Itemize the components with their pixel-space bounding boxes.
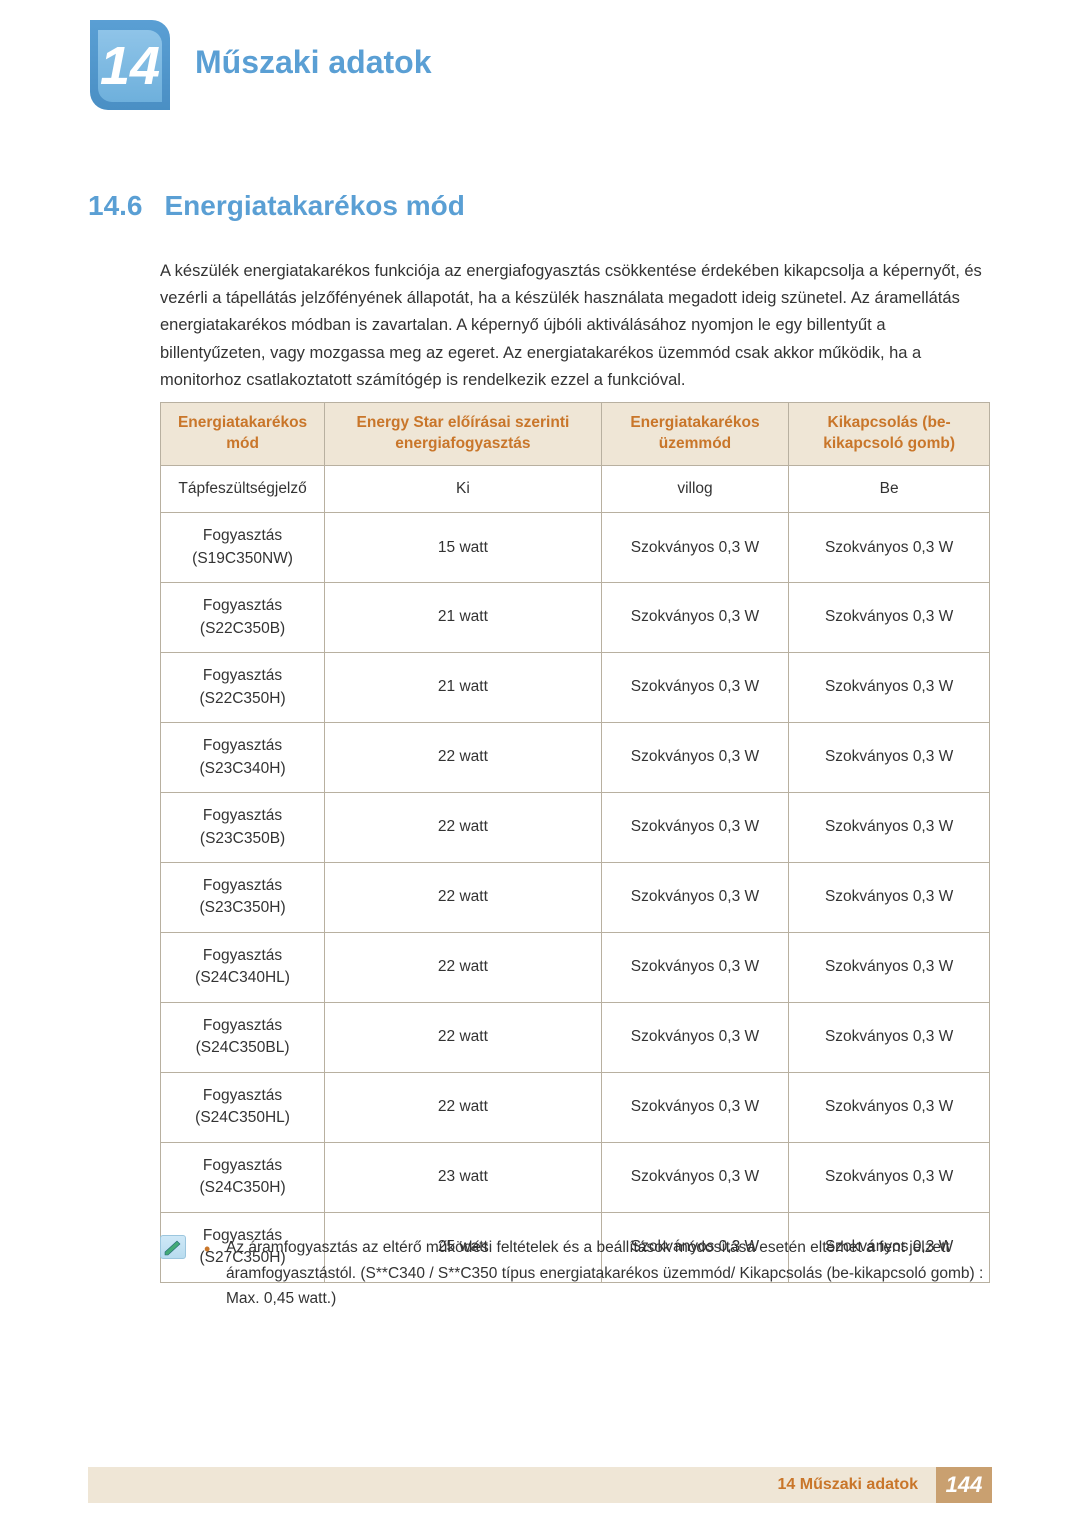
table-cell: Szokványos 0,3 W xyxy=(789,863,990,933)
table-cell: 22 watt xyxy=(325,1072,602,1142)
table-row: Fogyasztás (S23C340H)22 wattSzokványos 0… xyxy=(161,723,990,793)
table-header-0: Energiatakarékos mód xyxy=(161,403,325,466)
table-row: Fogyasztás (S23C350H)22 wattSzokványos 0… xyxy=(161,863,990,933)
table-cell: 21 watt xyxy=(325,653,602,723)
table-cell: Szokványos 0,3 W xyxy=(789,653,990,723)
table-cell: Szokványos 0,3 W xyxy=(789,1002,990,1072)
note-block: Az áramfogyasztás az eltérő működési fel… xyxy=(160,1235,990,1312)
table-cell: 22 watt xyxy=(325,863,602,933)
table-cell: Szokványos 0,3 W xyxy=(601,793,789,863)
table-cell: Szokványos 0,3 W xyxy=(601,653,789,723)
table-cell: 22 watt xyxy=(325,1002,602,1072)
table-header-3: Kikapcsolás (be-kikapcsoló gomb) xyxy=(789,403,990,466)
table-row: Fogyasztás (S22C350H)21 wattSzokványos 0… xyxy=(161,653,990,723)
table-cell: 23 watt xyxy=(325,1142,602,1212)
table-cell: Szokványos 0,3 W xyxy=(601,1142,789,1212)
table-cell: Fogyasztás (S23C340H) xyxy=(161,723,325,793)
table-cell: Fogyasztás (S24C340HL) xyxy=(161,932,325,1002)
table-cell: Ki xyxy=(325,465,602,512)
page-footer: 14 Műszaki adatok 144 xyxy=(88,1467,992,1503)
table-cell: Szokványos 0,3 W xyxy=(789,1142,990,1212)
section-body: A készülék energiatakarékos funkciója az… xyxy=(160,258,990,394)
table-row: Fogyasztás (S19C350NW)15 wattSzokványos … xyxy=(161,513,990,583)
table-cell: Szokványos 0,3 W xyxy=(601,723,789,793)
table-cell: Szokványos 0,3 W xyxy=(601,583,789,653)
table-header-1: Energy Star előírásai szerinti energiafo… xyxy=(325,403,602,466)
table-cell: 22 watt xyxy=(325,793,602,863)
table-cell: Szokványos 0,3 W xyxy=(789,583,990,653)
power-table: Energiatakarékos módEnergy Star előírása… xyxy=(160,402,990,1283)
table-cell: Szokványos 0,3 W xyxy=(601,863,789,933)
table-cell: Fogyasztás (S23C350B) xyxy=(161,793,325,863)
note-icon xyxy=(160,1235,186,1259)
table-row: Fogyasztás (S24C350BL)22 wattSzokványos … xyxy=(161,1002,990,1072)
table-row: Fogyasztás (S24C340HL)22 wattSzokványos … xyxy=(161,932,990,1002)
table-cell: Szokványos 0,3 W xyxy=(601,932,789,1002)
table-cell: Fogyasztás (S24C350BL) xyxy=(161,1002,325,1072)
chapter-number: 14 xyxy=(98,30,162,102)
table-cell: Be xyxy=(789,465,990,512)
table-cell: Tápfeszültségjelző xyxy=(161,465,325,512)
table-cell: Szokványos 0,3 W xyxy=(789,723,990,793)
table-cell: Szokványos 0,3 W xyxy=(601,1072,789,1142)
table-cell: Fogyasztás (S24C350HL) xyxy=(161,1072,325,1142)
table-cell: 22 watt xyxy=(325,723,602,793)
table-cell: 22 watt xyxy=(325,932,602,1002)
footer-page-number: 144 xyxy=(936,1467,992,1503)
note-text: Az áramfogyasztás az eltérő működési fel… xyxy=(204,1235,990,1312)
table-cell: Szokványos 0,3 W xyxy=(789,793,990,863)
table-cell: villog xyxy=(601,465,789,512)
section-number: 14.6 xyxy=(88,190,143,222)
chapter-badge: 14 xyxy=(90,20,170,110)
table-cell: Fogyasztás (S19C350NW) xyxy=(161,513,325,583)
table-cell: Fogyasztás (S23C350H) xyxy=(161,863,325,933)
section-heading: 14.6 Energiatakarékos mód xyxy=(88,190,465,222)
table-cell: Szokványos 0,3 W xyxy=(789,513,990,583)
chapter-title: Műszaki adatok xyxy=(195,44,432,81)
table-cell: Szokványos 0,3 W xyxy=(601,513,789,583)
table-cell: Fogyasztás (S24C350H) xyxy=(161,1142,325,1212)
table-cell: Fogyasztás (S22C350H) xyxy=(161,653,325,723)
table-row: TápfeszültségjelzőKivillogBe xyxy=(161,465,990,512)
table-cell: Szokványos 0,3 W xyxy=(789,932,990,1002)
table-row: Fogyasztás (S24C350H)23 wattSzokványos 0… xyxy=(161,1142,990,1212)
table-cell: Szokványos 0,3 W xyxy=(601,1002,789,1072)
table-header-2: Energiatakarékos üzemmód xyxy=(601,403,789,466)
table-row: Fogyasztás (S23C350B)22 wattSzokványos 0… xyxy=(161,793,990,863)
table-row: Fogyasztás (S22C350B)21 wattSzokványos 0… xyxy=(161,583,990,653)
section-title: Energiatakarékos mód xyxy=(165,190,465,222)
footer-label: 14 Műszaki adatok xyxy=(778,1476,923,1494)
table-cell: 15 watt xyxy=(325,513,602,583)
table-cell: Fogyasztás (S22C350B) xyxy=(161,583,325,653)
table-cell: 21 watt xyxy=(325,583,602,653)
table-cell: Szokványos 0,3 W xyxy=(789,1072,990,1142)
table-row: Fogyasztás (S24C350HL)22 wattSzokványos … xyxy=(161,1072,990,1142)
